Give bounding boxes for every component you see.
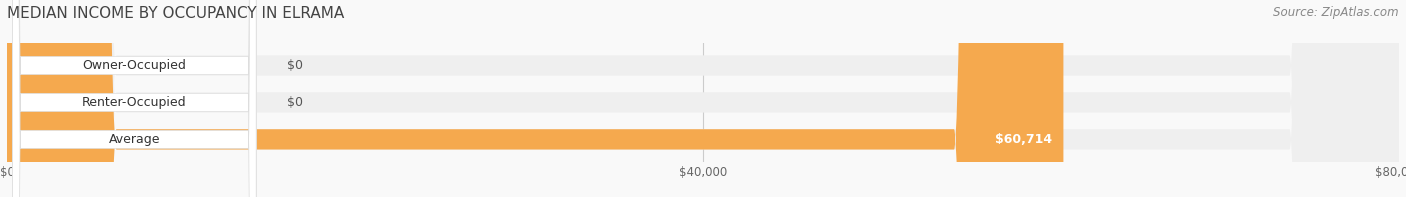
Text: $60,714: $60,714	[995, 133, 1052, 146]
FancyBboxPatch shape	[13, 0, 256, 197]
FancyBboxPatch shape	[7, 0, 1399, 197]
Text: Source: ZipAtlas.com: Source: ZipAtlas.com	[1274, 6, 1399, 19]
FancyBboxPatch shape	[13, 0, 256, 197]
Text: Owner-Occupied: Owner-Occupied	[83, 59, 187, 72]
FancyBboxPatch shape	[7, 0, 1399, 197]
Text: Average: Average	[108, 133, 160, 146]
FancyBboxPatch shape	[13, 0, 256, 197]
Text: $0: $0	[287, 96, 302, 109]
Text: MEDIAN INCOME BY OCCUPANCY IN ELRAMA: MEDIAN INCOME BY OCCUPANCY IN ELRAMA	[7, 6, 344, 21]
FancyBboxPatch shape	[7, 0, 1399, 197]
FancyBboxPatch shape	[7, 0, 1063, 197]
Text: $0: $0	[287, 59, 302, 72]
FancyBboxPatch shape	[7, 0, 38, 197]
Text: Renter-Occupied: Renter-Occupied	[82, 96, 187, 109]
FancyBboxPatch shape	[7, 0, 38, 197]
